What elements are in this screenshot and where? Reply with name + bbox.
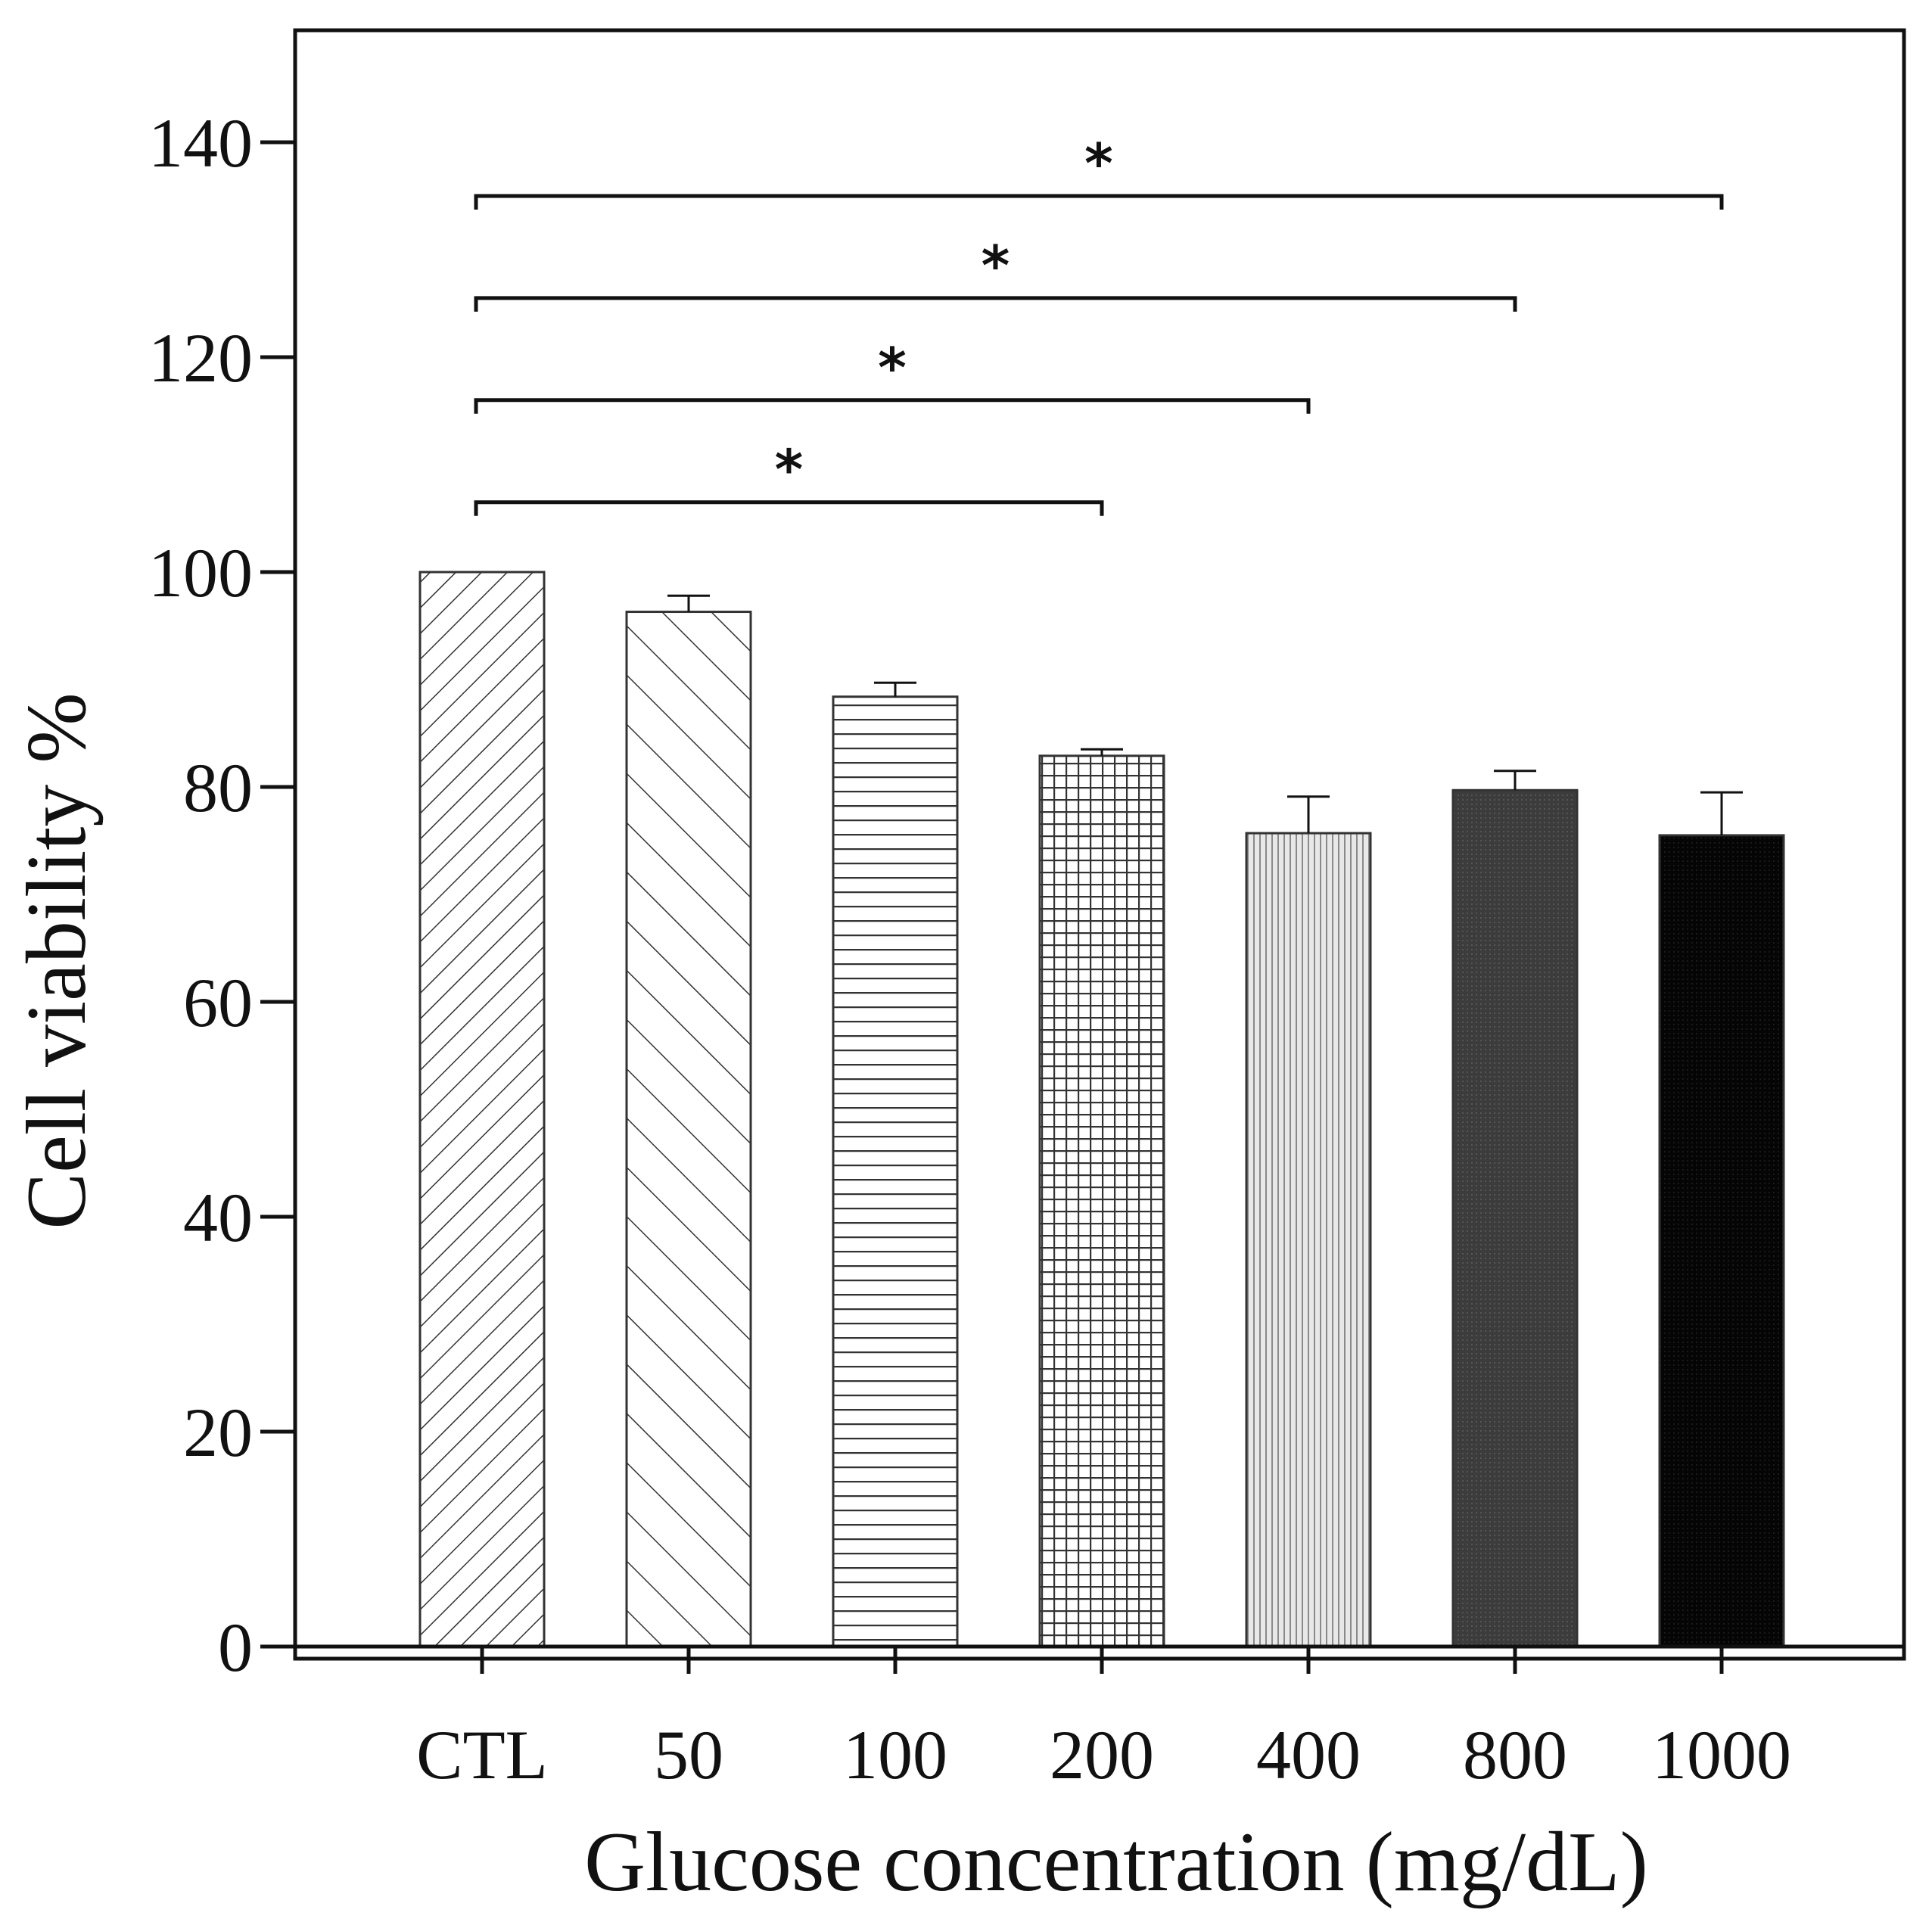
y-tick-label: 100 [148, 534, 253, 611]
significance-layer: * * * * [474, 132, 1724, 516]
significance-star: * [1084, 132, 1113, 195]
plot-frame [293, 28, 1906, 1661]
bars-layer [418, 571, 1785, 1648]
bar-100 [832, 695, 959, 1648]
x-axis-title: Glucose concentration (mg/dL) [584, 1815, 1648, 1909]
x-tick-label: 200 [1050, 1716, 1154, 1793]
bar-50 [625, 611, 752, 1648]
y-tick-label: 40 [183, 1179, 253, 1256]
y-axis-title: Cell viability % [10, 692, 104, 1229]
x-tick-label: 1000 [1652, 1716, 1791, 1793]
y-tick-label: 20 [183, 1394, 253, 1471]
x-tick-label: 800 [1463, 1716, 1567, 1793]
bar-CTL [418, 571, 546, 1648]
significance-bracket [474, 500, 1104, 516]
y-tick-label: 140 [148, 104, 253, 182]
bar-800 [1451, 788, 1579, 1648]
y-tick-label: 60 [183, 964, 253, 1041]
axes-layer: CTL 50 100 200 400 800 1000 0 20 40 60 80 100 120 140 [148, 104, 1904, 1793]
x-tick-label: 100 [843, 1716, 947, 1793]
significance-star: * [878, 336, 907, 400]
y-tick-label: 0 [218, 1609, 253, 1686]
x-tick-label: 50 [654, 1716, 723, 1793]
significance-star: * [775, 438, 804, 502]
bar-200 [1038, 754, 1165, 1648]
bar-1000 [1658, 834, 1785, 1648]
x-tick-label: 400 [1256, 1716, 1361, 1793]
bar-400 [1245, 832, 1372, 1648]
significance-bracket [474, 296, 1517, 312]
error-bars-layer [667, 594, 1743, 835]
y-tick-label: 80 [183, 749, 253, 826]
significance-bracket [474, 398, 1311, 414]
significance-bracket [474, 194, 1724, 210]
y-tick-label: 120 [148, 319, 253, 397]
significance-star: * [982, 234, 1010, 297]
x-tick-label: CTL [416, 1716, 548, 1793]
